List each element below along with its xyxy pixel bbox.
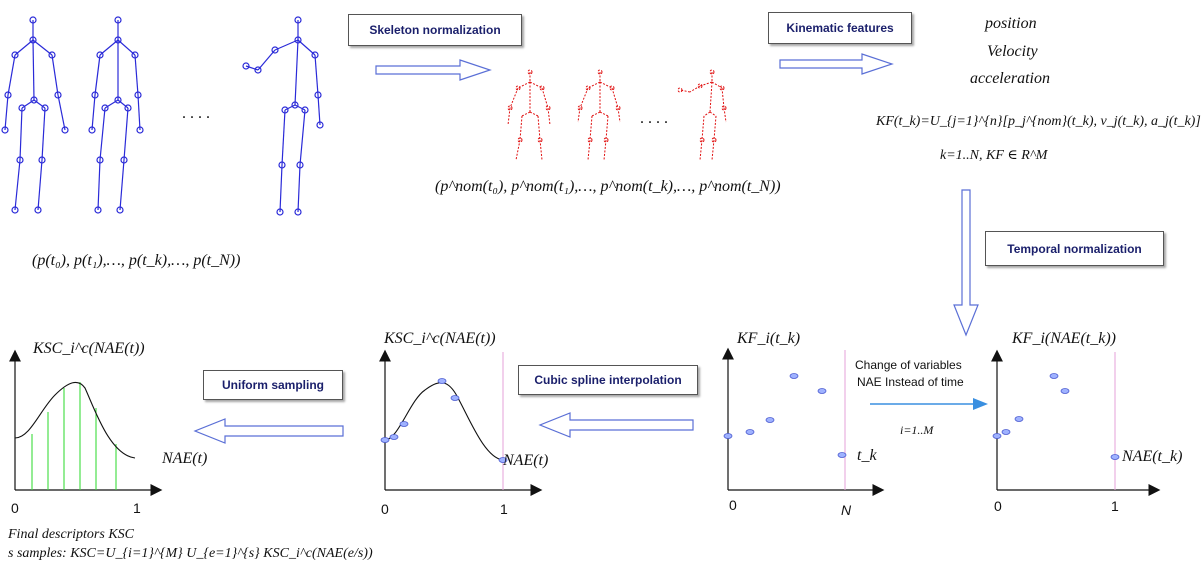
sampled-curve [14,381,136,459]
spline-tick-1: 1 [500,501,508,517]
sample-lines [31,382,117,490]
norm-skeleton-3 [677,69,727,161]
kf-nae-ylabel: KF_i(NAE(t_k)) [1012,330,1116,347]
raw-skeleton-1 [1,16,69,214]
kf-tk-tick-0: 0 [729,497,737,513]
change-variables-line1: Change of variables [855,358,962,372]
spline-tick-0: 0 [381,501,389,517]
plot-kf-nae [991,349,1161,496]
plot-kf-tk [722,347,885,496]
norm-skeleton-2 [577,69,621,161]
plot-spline [379,349,543,496]
kf-range: k=1..N, KF ∈ R^M [940,148,1048,163]
feature-velocity: Velocity [987,43,1038,60]
uniform-sampling-box: Uniform sampling [203,370,343,400]
raw-sequence: (p(t₀), p(t₁),…, p(t_k),…, p(t_N)) [32,252,241,269]
spline-xlabel: NAE(t) [503,452,549,469]
skeleton-normalization-label: Skeleton normalization [369,23,501,37]
uniform-sampling-label: Uniform sampling [221,378,324,392]
arrow-to-normalization [375,59,492,81]
sampled-tick-1: 1 [133,500,141,516]
norm-sequence: (p^nom(t₀), p^nom(t₁),…, p^nom(t_k),…, p… [435,178,781,195]
ellipsis-norm: . . . . [640,110,668,127]
kf-tk-ylabel: KF_i(t_k) [737,330,801,347]
change-variables-index: i=1..M [900,423,934,437]
kf-definition: KF(t_k)=U_{j=1}^{n}[p_j^{nom}(t_k), v_j(… [876,114,1201,129]
spline-ylabel: KSC_i^c(NAE(t)) [384,330,496,347]
plot-sampled [9,349,163,496]
plot-spline-points [380,378,508,463]
temporal-normalization-box: Temporal normalization [985,231,1164,266]
temporal-normalization-label: Temporal normalization [1007,241,1142,256]
cubic-spline-box: Cubic spline interpolation [518,365,698,395]
plot-kf-tk-points [723,373,847,458]
kf-nae-tick-0: 0 [994,498,1002,514]
kinematic-features-box: Kinematic features [768,12,912,44]
final-descriptors-title: Final descriptors KSC [8,527,135,542]
raw-skeleton-3 [242,16,324,216]
feature-position: position [985,15,1037,32]
cubic-spline-label: Cubic spline interpolation [534,373,682,387]
sampled-ylabel: KSC_i^c(NAE(t)) [33,340,145,357]
feature-acceleration: acceleration [970,70,1050,87]
change-variables-line2: NAE Instead of time [857,375,964,389]
arrow-to-sampling [193,418,344,444]
sampled-tick-0: 0 [11,500,19,516]
kf-tk-xlabel: t_k [857,447,877,464]
arrow-temporal-down [953,189,979,337]
kf-nae-xlabel: NAE(t_k) [1122,448,1183,465]
plot-kf-nae-points [992,373,1120,460]
ellipsis-raw: . . . . [182,105,210,122]
kf-nae-tick-1: 1 [1111,498,1119,514]
raw-skeleton-2 [88,16,144,214]
norm-skeleton-1 [507,69,551,161]
sampled-xlabel: NAE(t) [162,450,208,467]
arrow-to-kinematic [779,53,894,75]
skeleton-normalization-box: Skeleton normalization [348,14,522,46]
kinematic-features-label: Kinematic features [786,21,894,35]
final-descriptors-formula: s samples: KSC=U_{i=1}^{M} U_{e=1}^{s} K… [8,546,373,561]
arrow-to-spline [538,412,694,438]
kf-tk-tick-n: N [841,502,852,518]
